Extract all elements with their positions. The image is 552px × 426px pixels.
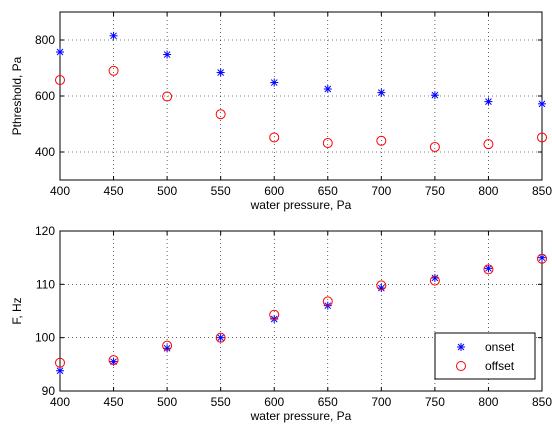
data-point-circle (55, 75, 65, 86)
x-tick-label: 750 (425, 395, 445, 409)
data-point-circle (215, 109, 226, 120)
x-tick-label: 700 (371, 395, 391, 409)
chart-2: 400 450 500 550 600 650 700 750 800 850 90 100 110 12… (10, 224, 552, 423)
data-point-circle (429, 141, 440, 152)
data-point-star (323, 85, 332, 93)
data-point-circle (108, 355, 119, 366)
data-point-star (163, 344, 172, 353)
data-point-circle (483, 139, 494, 150)
chart-1: 400 450 500 550 600 650 700 750 800 850 400 600 800 w… (10, 11, 552, 212)
data-point-star (484, 97, 493, 106)
data-point-star (377, 284, 386, 293)
data-point-star (270, 78, 279, 87)
y-tick-label: 600 (35, 89, 55, 103)
x-tick-label: 850 (532, 395, 552, 409)
data-point-star (56, 48, 64, 57)
data-point-star (163, 50, 172, 59)
x-tick-label: 500 (157, 395, 177, 409)
data-point-star (216, 333, 225, 342)
data-point-circle (55, 357, 65, 368)
x-tick-label: 600 (264, 184, 284, 198)
data-point-circle (322, 296, 333, 307)
data-point-star (109, 31, 118, 40)
x-tick-label: 550 (211, 395, 231, 409)
x-tick-label: 800 (478, 184, 498, 198)
data-point-circle (376, 135, 387, 146)
y-tick-label: 400 (35, 145, 55, 159)
data-point-circle (537, 132, 547, 143)
legend-marker-circle (456, 361, 466, 371)
x-axis-label: water pressure, Pa (250, 198, 352, 212)
axes-box (59, 230, 543, 392)
data-point-circle (215, 332, 226, 343)
x-tick-label: 450 (104, 395, 124, 409)
legend-box (434, 332, 536, 380)
x-tick-label: 850 (532, 184, 552, 198)
data-point-circle (108, 65, 119, 76)
x-tick-label: 650 (318, 395, 338, 409)
data-point-circle (269, 309, 280, 320)
x-axis-label: water pressure, Pa (250, 409, 352, 423)
data-point-star (484, 264, 493, 273)
x-tick-label: 450 (104, 184, 124, 198)
x-tick-label: 600 (264, 395, 284, 409)
x-tick-label: 650 (318, 184, 338, 198)
x-tick-label: 550 (211, 184, 231, 198)
data-point-star (538, 253, 546, 262)
x-tick-label: 400 (50, 395, 70, 409)
data-point-star (430, 273, 439, 282)
y-tick-label: 110 (36, 277, 55, 291)
y-tick-label: 90 (42, 384, 56, 398)
data-point-circle (483, 264, 494, 275)
series-offset (55, 253, 547, 368)
data-point-circle (269, 132, 280, 143)
data-point-star (377, 88, 386, 97)
legend-label-offset: offset (485, 359, 515, 373)
x-tick-label: 700 (371, 184, 391, 198)
data-point-star (430, 91, 439, 100)
y-tick-label: 100 (35, 331, 55, 345)
y-tick-label: 800 (35, 33, 55, 47)
y-axis-label: F, Hz (10, 297, 24, 324)
data-point-star (56, 366, 64, 375)
legend-label-onset: onset (485, 340, 515, 354)
x-tick-label: 500 (157, 184, 177, 198)
data-point-circle (322, 138, 333, 149)
y-tick-label: 120 (35, 224, 55, 238)
x-tick-label: 750 (425, 184, 445, 198)
series-1 (56, 31, 546, 108)
data-point-circle (162, 340, 173, 351)
legend-marker-star (457, 343, 465, 351)
data-point-circle (429, 275, 440, 286)
legend: onset offset (434, 332, 536, 380)
series-onset (56, 253, 546, 375)
data-point-star (216, 68, 225, 77)
data-point-circle (162, 91, 173, 102)
x-tick-label: 400 (50, 184, 70, 198)
series-2 (55, 65, 547, 152)
x-tick-label: 800 (478, 395, 498, 409)
data-point-circle (376, 280, 387, 291)
data-point-circle (537, 253, 547, 264)
data-point-star (538, 99, 546, 108)
y-axis-label: Pthreshold, Pa (10, 56, 24, 135)
